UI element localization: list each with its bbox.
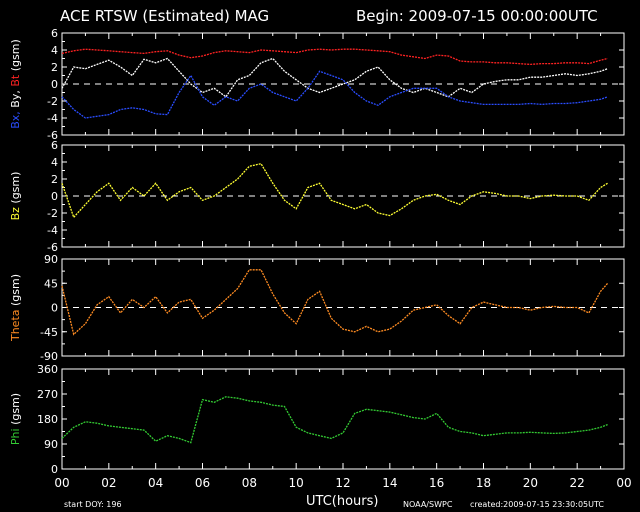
y-tick-label: -2 xyxy=(47,95,58,108)
x-tick-label: 08 xyxy=(242,476,257,490)
y-tick-label: 45 xyxy=(44,277,58,290)
series-theta-line xyxy=(61,269,609,336)
x-tick-label: 16 xyxy=(429,476,444,490)
y-tick-label: 4 xyxy=(51,156,58,169)
created-label: created:2009-07-15 23:30:05UTC xyxy=(470,500,604,509)
y-axis-label: Phi (gsm) xyxy=(9,393,22,445)
x-tick-label: 06 xyxy=(195,476,210,490)
y-tick-label: -6 xyxy=(47,129,58,142)
x-tick-label: 14 xyxy=(382,476,397,490)
y-tick-label: -6 xyxy=(47,241,58,254)
y-tick-label: 90 xyxy=(44,253,58,266)
y-axis-label-part: (gsm) xyxy=(9,39,22,75)
y-tick-label: 2 xyxy=(51,173,58,186)
panel-frame xyxy=(61,368,625,470)
start-doy-label: start DOY: 196 xyxy=(64,500,122,509)
y-tick-label: 0 xyxy=(51,302,58,315)
y-axis-label: Bx, By, Bt (gsm) xyxy=(9,39,22,129)
x-tick-label: 22 xyxy=(570,476,585,490)
x-tick-label: 18 xyxy=(476,476,491,490)
x-tick-labels: 00 02 04 06 08 10 12 14 16 18 20 22 00 xyxy=(54,476,631,490)
y-axis-label-part: (gsm) xyxy=(9,393,22,429)
y-axis-label-part: (gsm) xyxy=(9,274,22,310)
begin-label: Begin: 2009-07-15 00:00:00UTC xyxy=(356,7,598,25)
chart-title: ACE RTSW (Estimated) MAG xyxy=(60,7,269,25)
series-bx-line xyxy=(61,70,608,119)
y-tick-label: -4 xyxy=(47,224,58,237)
y-tick-label: -90 xyxy=(40,350,58,363)
y-axis-label-part: (gsm) xyxy=(9,172,22,208)
y-tick-label: -4 xyxy=(47,112,58,125)
y-axis-label-part: By, xyxy=(9,90,22,111)
y-tick-label: 6 xyxy=(51,27,58,40)
x-tick-label: 00 xyxy=(54,476,69,490)
series-bz-line xyxy=(61,162,608,219)
y-tick-label: 270 xyxy=(37,388,58,401)
panel-1: -6 -4 -2 0 2 4 6 Bx, By, Bt (gsm) xyxy=(9,27,625,142)
noaa-label: NOAA/SWPC xyxy=(403,500,453,509)
y-axis-label-part: Bt xyxy=(9,74,22,90)
x-tick-label: 04 xyxy=(148,476,163,490)
y-axis-label-part: Bx, xyxy=(9,111,22,129)
y-tick-label: 6 xyxy=(51,139,58,152)
panel-2: -6 -4 -2 0 2 4 6 Bz (gsm) xyxy=(9,139,625,254)
x-tick-label: 02 xyxy=(101,476,116,490)
y-axis-label: Bz (gsm) xyxy=(9,172,22,221)
series-bt-line xyxy=(61,48,608,66)
y-axis-label-part: Phi xyxy=(9,428,22,445)
y-tick-label: 2 xyxy=(51,61,58,74)
y-tick-label: 0 xyxy=(51,78,58,91)
y-tick-label: -45 xyxy=(40,326,58,339)
panel-4: 0 90 180 270 360 Phi (gsm) xyxy=(9,363,625,476)
y-tick-label: 4 xyxy=(51,44,58,57)
x-tick-label: 20 xyxy=(523,476,538,490)
x-tick-label: 10 xyxy=(289,476,304,490)
series-phi-line xyxy=(61,396,608,444)
x-axis-title: UTC(hours) xyxy=(306,494,378,509)
y-tick-label: 90 xyxy=(44,438,58,451)
series-by-line xyxy=(61,57,608,98)
y-tick-label: -2 xyxy=(47,207,58,220)
y-tick-label: 0 xyxy=(51,190,58,203)
y-tick-label: 180 xyxy=(37,413,58,426)
panels: -6 -4 -2 0 2 4 6 Bx, By, Bt (gsm) -6 -4 -2 0 2 4 6 Bz (… xyxy=(9,27,625,476)
x-tick-label: 12 xyxy=(335,476,350,490)
panel-3: -90 -45 0 45 90 Theta (gsm) xyxy=(9,253,625,363)
y-axis-label-part: Theta xyxy=(9,310,22,343)
y-axis-label-part: Bz xyxy=(9,207,22,221)
y-tick-label: 0 xyxy=(51,463,58,476)
x-tick-label: 00 xyxy=(616,476,631,490)
y-tick-label: 360 xyxy=(37,363,58,376)
y-axis-label: Theta (gsm) xyxy=(9,274,22,342)
